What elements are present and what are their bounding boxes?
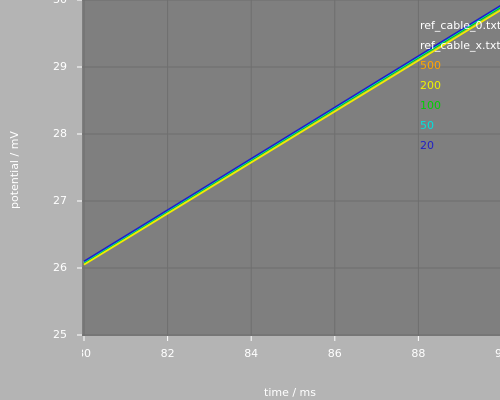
plot-area (82, 0, 500, 336)
annotations: 25 26 27 28 29 30 ref_cable_0.txt ref_cable_x.t… (53, 0, 500, 341)
series-line (83, 9, 500, 266)
y-tick-label: 29 (53, 60, 67, 73)
x-tick-label: 90 (495, 347, 500, 360)
y-tick-label: 27 (53, 194, 67, 207)
legend-entry: ref_cable_0.txt (420, 19, 500, 32)
x-tick-label: 88 (411, 347, 425, 360)
x-tick-label: 80 (77, 347, 91, 360)
x-tick-label: 84 (244, 347, 258, 360)
y-tick-label: 26 (53, 261, 67, 274)
lines (83, 4, 500, 266)
legend-entry: 200 (420, 79, 441, 92)
series-line (83, 4, 500, 262)
y-tick-label: 25 (53, 328, 67, 341)
legend-entry: 100 (420, 99, 441, 112)
x-tick-label: 86 (328, 347, 342, 360)
y-tick-label: 30 (53, 0, 67, 6)
x-tick-labels: 80 82 84 86 88 90 (77, 347, 500, 360)
y-axis-label: potential / mV (8, 131, 21, 209)
y-tick-label: 28 (53, 127, 67, 140)
legend-entry: 50 (420, 119, 434, 132)
legend-entry: 500 (420, 59, 441, 72)
grid (82, 0, 500, 336)
legend-entry: 20 (420, 139, 434, 152)
x-tick-label: 82 (161, 347, 175, 360)
legend-entry: ref_cable_x.txt (420, 39, 500, 52)
x-axis-label: time / ms (264, 386, 316, 399)
